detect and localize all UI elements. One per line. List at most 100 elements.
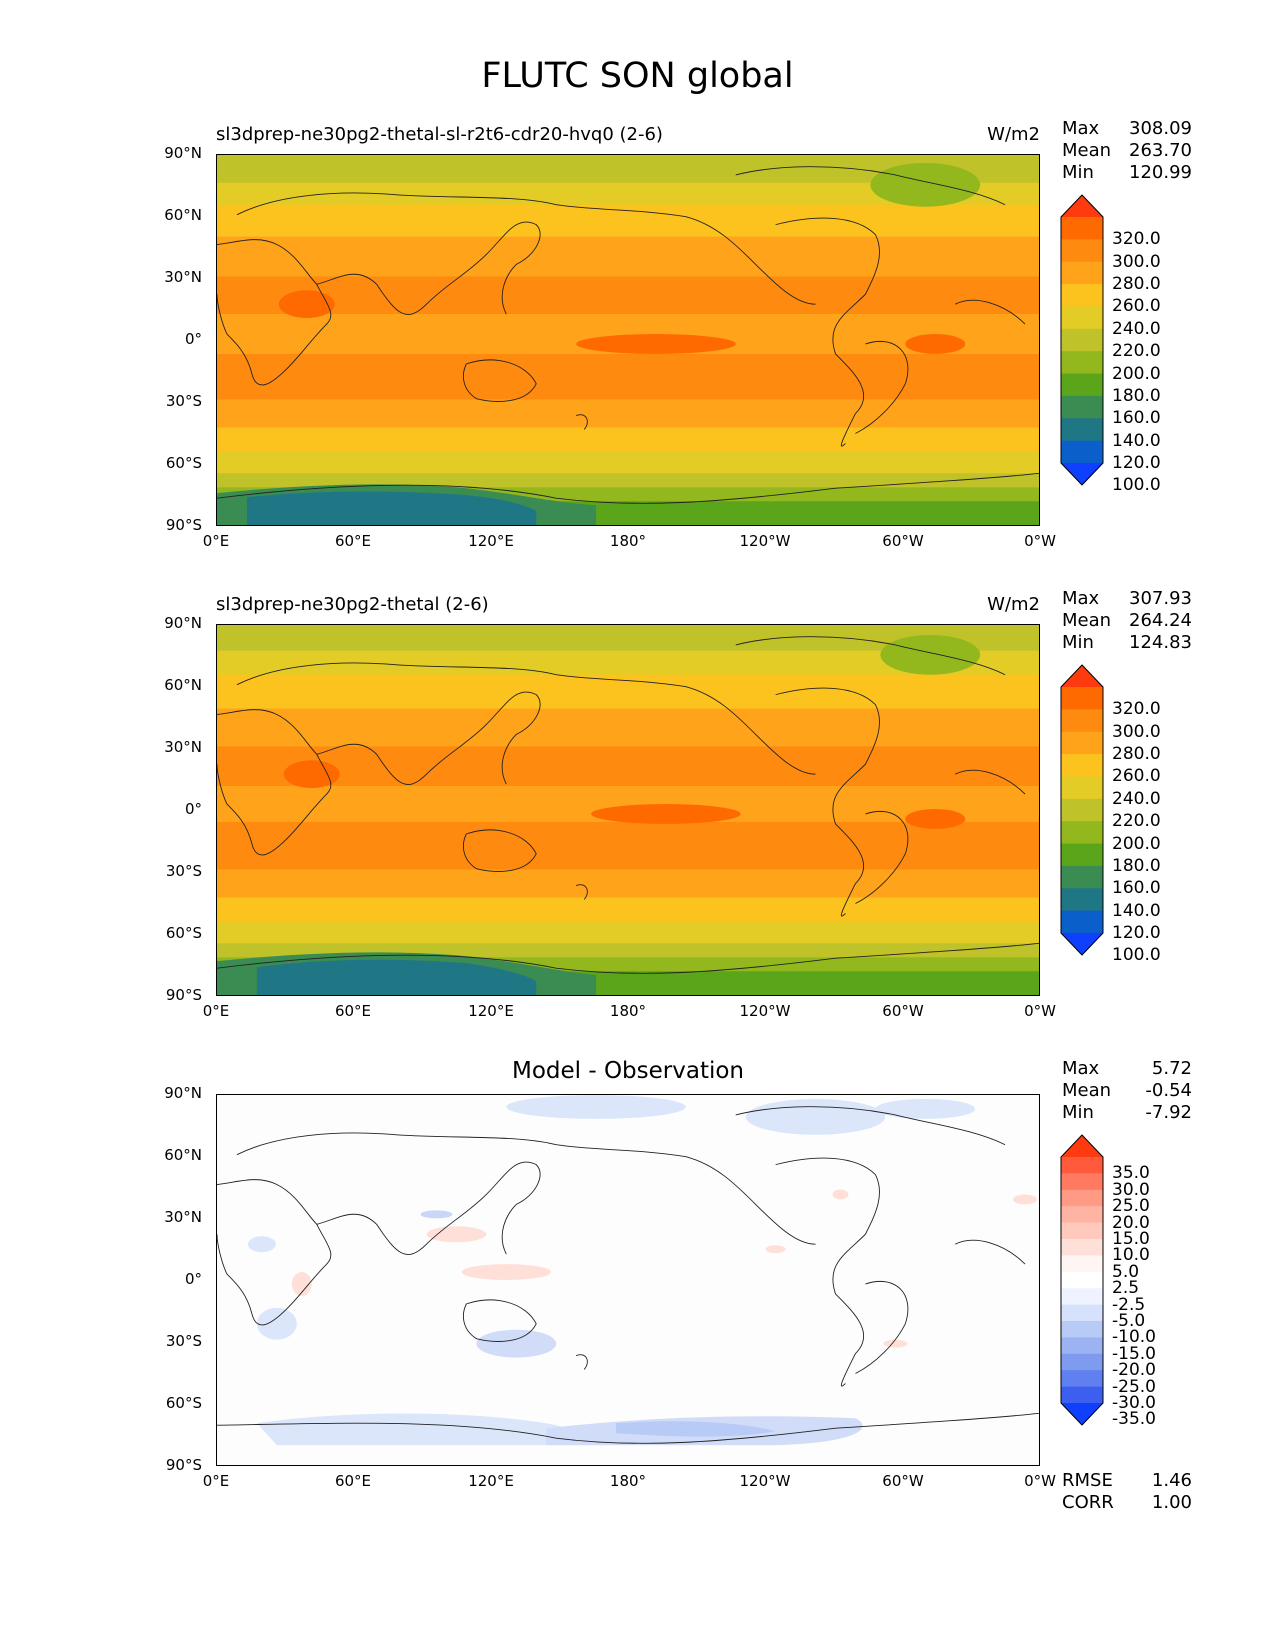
stat-min-value: 124.83 bbox=[1129, 632, 1192, 653]
colorbar-tick-label: 240.0 bbox=[1112, 318, 1161, 339]
colorbar-tick-label: -5.0 bbox=[1112, 1311, 1146, 1331]
colorbar-tick-label: 5.0 bbox=[1112, 1261, 1140, 1282]
colorbar-svg bbox=[1060, 664, 1104, 956]
x-tick-label: 180° bbox=[609, 1002, 647, 1020]
colorbar-tick-label: 160.0 bbox=[1112, 878, 1161, 899]
y-tick-label: 0° bbox=[184, 800, 202, 818]
colorbar-block bbox=[1061, 843, 1103, 867]
field-map-svg bbox=[217, 155, 1039, 525]
colorbar-svg bbox=[1060, 194, 1104, 486]
x-tick-label: 0°W bbox=[1024, 1002, 1056, 1020]
stat-mean-value: 264.24 bbox=[1129, 610, 1192, 631]
stat-max-label: Max bbox=[1062, 588, 1100, 609]
x-tick-label: 120°E bbox=[468, 1472, 514, 1490]
y-tick-label: 90°N bbox=[164, 614, 202, 632]
colorbar-block bbox=[1061, 1288, 1103, 1306]
y-tick-label: 60°S bbox=[165, 924, 202, 942]
y-tick-label: 60°N bbox=[164, 1146, 202, 1164]
stat-min-label: Min bbox=[1062, 162, 1094, 183]
y-tick-label: 60°N bbox=[164, 676, 202, 694]
field-map-svg bbox=[217, 625, 1039, 995]
colorbar bbox=[1060, 194, 1106, 490]
y-tick-label: 30°S bbox=[165, 392, 202, 410]
x-tick-label: 0°W bbox=[1024, 532, 1056, 550]
x-tick-label: 120°W bbox=[739, 1472, 791, 1490]
panel-title: Model - Observation bbox=[511, 1058, 745, 1084]
difference-map bbox=[216, 1094, 1040, 1466]
y-tick-label: 90°N bbox=[164, 1084, 202, 1102]
colorbar-block bbox=[1061, 1173, 1103, 1191]
stat-mean-label: Mean bbox=[1062, 610, 1112, 631]
colorbar-block bbox=[1061, 910, 1103, 934]
y-tick-label: 30°N bbox=[164, 268, 202, 286]
colorbar-tick-label: 200.0 bbox=[1112, 363, 1161, 384]
colorbar-tick-label: 120.0 bbox=[1112, 453, 1161, 473]
colorbar-block bbox=[1061, 776, 1103, 800]
colorbar-tick-label: 10.0 bbox=[1112, 1245, 1150, 1266]
stat-mean-label: Mean bbox=[1062, 140, 1112, 161]
colorbar-tick-label: -30.0 bbox=[1112, 1393, 1156, 1413]
panel-model-2: sl3dprep-ne30pg2-thetal (2-6) W/m2 bbox=[0, 588, 1275, 1048]
colorbar-block bbox=[1061, 821, 1103, 845]
colorbar-tick-label: 35.0 bbox=[1112, 1163, 1150, 1184]
y-tick-label: 60°S bbox=[165, 1394, 202, 1412]
y-tick-label: 90°S bbox=[165, 986, 202, 1004]
y-tick-label: 60°S bbox=[165, 454, 202, 472]
y-tick-label: 90°N bbox=[164, 144, 202, 162]
x-tick-label: 180° bbox=[609, 532, 647, 550]
colorbar-tick-label: 260.0 bbox=[1112, 296, 1161, 317]
colorbar-tick-label: -35.0 bbox=[1112, 1409, 1156, 1430]
colorbar-tick-label: 320.0 bbox=[1112, 699, 1161, 720]
panel-title: sl3dprep-ne30pg2-thetal (2-6) bbox=[216, 594, 489, 615]
colorbar-extend-max bbox=[1061, 195, 1103, 217]
panel-difference: Model - Observation bbox=[0, 1058, 1275, 1518]
colorbar-block bbox=[1061, 1370, 1103, 1388]
colorbar-block bbox=[1061, 1239, 1103, 1256]
error-metrics: RMSE 1.46 CORR 1.00 bbox=[1062, 1470, 1192, 1514]
colorbar-tick-label: 300.0 bbox=[1112, 251, 1161, 272]
x-tick-label: 0°E bbox=[202, 532, 230, 550]
colorbar-extend-max bbox=[1061, 1135, 1103, 1157]
colorbar-tick-label: 220.0 bbox=[1112, 811, 1161, 832]
rmse-label: RMSE bbox=[1062, 1470, 1113, 1491]
colorbar-block bbox=[1061, 239, 1103, 263]
colorbar-block bbox=[1061, 373, 1103, 397]
colorbar-block bbox=[1061, 1353, 1103, 1371]
colorbar-outline bbox=[1060, 194, 1104, 486]
colorbar-block bbox=[1061, 1337, 1103, 1355]
colorbar-block bbox=[1061, 687, 1103, 710]
y-tick-label: 0° bbox=[184, 330, 202, 348]
stat-max-label: Max bbox=[1062, 1058, 1100, 1079]
x-tick-label: 120°W bbox=[739, 1002, 791, 1020]
colorbar-tick-label: -15.0 bbox=[1112, 1343, 1156, 1364]
colorbar-tick-label: 280.0 bbox=[1112, 744, 1161, 765]
colorbar-block bbox=[1061, 1386, 1103, 1404]
colorbar-tick-label: -25.0 bbox=[1112, 1376, 1156, 1397]
units-label: W/m2 bbox=[987, 594, 1040, 615]
stat-mean-label: Mean bbox=[1062, 1080, 1112, 1101]
x-tick-label: 120°E bbox=[468, 532, 514, 550]
stats-box: Max 307.93 Mean 264.24 Min 124.83 bbox=[1062, 588, 1192, 654]
colorbar-block bbox=[1061, 284, 1103, 307]
colorbar-tick-label: 160.0 bbox=[1112, 408, 1161, 429]
x-tick-label: 60°W bbox=[882, 1472, 924, 1490]
x-tick-label: 60°W bbox=[882, 1002, 924, 1020]
colorbar-tick-label: 100.0 bbox=[1112, 475, 1161, 496]
colorbar-tick-label: 120.0 bbox=[1112, 923, 1161, 943]
stat-min-value: 120.99 bbox=[1129, 162, 1192, 183]
corr-label: CORR bbox=[1062, 1492, 1114, 1513]
colorbar-tick-label: 140.0 bbox=[1112, 430, 1161, 451]
x-tick-label: 0°W bbox=[1024, 1472, 1056, 1490]
y-tick-label: 60°N bbox=[164, 206, 202, 224]
colorbar-extend-min bbox=[1061, 1403, 1103, 1425]
y-tick-label: 30°N bbox=[164, 1208, 202, 1226]
colorbar-block bbox=[1061, 709, 1103, 733]
colorbar-block bbox=[1061, 1255, 1103, 1273]
colorbar-tick-label: 30.0 bbox=[1112, 1179, 1150, 1200]
x-tick-label: 180° bbox=[609, 1472, 647, 1490]
colorbar-tick-label: 200.0 bbox=[1112, 833, 1161, 854]
colorbar-tick-label: -10.0 bbox=[1112, 1327, 1156, 1348]
colorbar-block bbox=[1061, 261, 1103, 285]
colorbar-tick-label: 180.0 bbox=[1112, 385, 1161, 406]
colorbar-tick-label: 240.0 bbox=[1112, 788, 1161, 809]
